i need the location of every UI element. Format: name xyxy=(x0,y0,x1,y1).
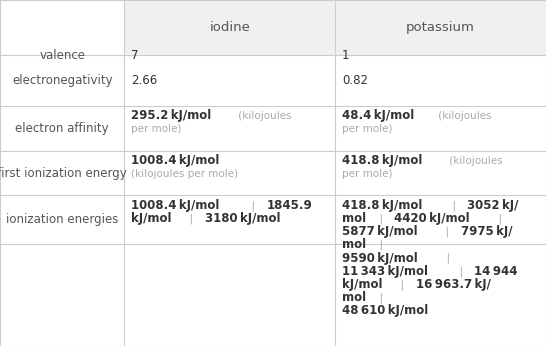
Text: mol: mol xyxy=(342,212,366,225)
Text: |: | xyxy=(453,266,470,276)
Text: 1845.9: 1845.9 xyxy=(266,199,312,212)
Text: 418.8 kJ/mol: 418.8 kJ/mol xyxy=(342,154,422,167)
Text: ionization energies: ionization energies xyxy=(6,213,118,226)
Text: (kilojoules: (kilojoules xyxy=(446,156,502,165)
Text: 1008.4 kJ/mol: 1008.4 kJ/mol xyxy=(131,199,219,212)
Text: |: | xyxy=(373,213,389,224)
Text: 3180 kJ/mol: 3180 kJ/mol xyxy=(205,212,280,225)
Text: |: | xyxy=(183,213,200,224)
Text: |: | xyxy=(492,213,508,224)
Text: electron affinity: electron affinity xyxy=(15,121,109,135)
Text: 14 944: 14 944 xyxy=(474,265,518,278)
Text: |: | xyxy=(373,292,389,303)
Text: 1008.4 kJ/mol: 1008.4 kJ/mol xyxy=(131,154,219,167)
Text: electronegativity: electronegativity xyxy=(12,74,112,87)
Text: |: | xyxy=(440,253,456,263)
Text: 48 610 kJ/mol: 48 610 kJ/mol xyxy=(342,304,428,317)
Text: |: | xyxy=(373,240,389,250)
Text: 5877 kJ/mol: 5877 kJ/mol xyxy=(342,225,418,238)
Text: kJ/mol: kJ/mol xyxy=(342,278,382,291)
Text: per mole): per mole) xyxy=(131,124,181,134)
Text: 16 963.7 kJ/: 16 963.7 kJ/ xyxy=(416,278,490,291)
Bar xyxy=(335,0,546,55)
Text: kJ/mol: kJ/mol xyxy=(131,212,171,225)
Text: 418.8 kJ/mol: 418.8 kJ/mol xyxy=(342,199,422,212)
Bar xyxy=(124,0,335,55)
Text: 3052 kJ/: 3052 kJ/ xyxy=(467,199,518,212)
Text: 295.2 kJ/mol: 295.2 kJ/mol xyxy=(131,109,211,122)
Text: |: | xyxy=(394,279,411,290)
Text: 0.82: 0.82 xyxy=(342,74,368,87)
Text: potassium: potassium xyxy=(406,21,475,34)
Text: iodine: iodine xyxy=(210,21,250,34)
Text: 9590 kJ/mol: 9590 kJ/mol xyxy=(342,252,418,265)
Text: (kilojoules: (kilojoules xyxy=(235,111,291,120)
Text: |: | xyxy=(440,227,456,237)
Text: valence: valence xyxy=(39,49,85,62)
Text: (kilojoules: (kilojoules xyxy=(435,111,491,120)
Text: 48.4 kJ/mol: 48.4 kJ/mol xyxy=(342,109,414,122)
Text: per mole): per mole) xyxy=(342,169,392,179)
Text: mol: mol xyxy=(342,238,366,252)
Text: (kilojoules per mole): (kilojoules per mole) xyxy=(131,169,238,179)
Text: 1: 1 xyxy=(342,49,349,62)
Text: 7975 kJ/: 7975 kJ/ xyxy=(461,225,512,238)
Text: 11 343 kJ/mol: 11 343 kJ/mol xyxy=(342,265,428,278)
Text: 7: 7 xyxy=(131,49,139,62)
Text: per mole): per mole) xyxy=(342,124,392,134)
Text: |: | xyxy=(245,200,262,211)
Text: |: | xyxy=(446,200,462,211)
Text: mol: mol xyxy=(342,291,366,304)
Text: 2.66: 2.66 xyxy=(131,74,157,87)
Text: first ionization energy: first ionization energy xyxy=(0,166,127,180)
Text: 4420 kJ/mol: 4420 kJ/mol xyxy=(394,212,470,225)
